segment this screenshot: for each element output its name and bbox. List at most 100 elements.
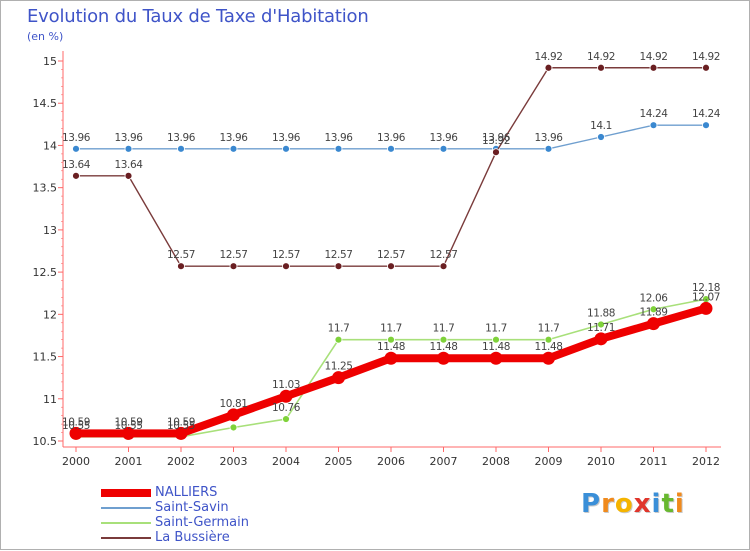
data-point-nalliers (227, 408, 240, 422)
data-point-nalliers (437, 351, 450, 365)
data-label-nalliers: 10.59 (114, 416, 142, 428)
data-point-nalliers (542, 351, 555, 365)
proxiti-logo: Proxiti (581, 489, 685, 519)
logo-letter: i (651, 489, 662, 519)
y-tick-label: 11 (43, 393, 57, 406)
data-label-la-bussi-re: 14.92 (587, 51, 615, 63)
data-point-saint-germain (649, 305, 658, 314)
legend-item-saint-savin: Saint-Savin (101, 500, 321, 515)
data-point-la-bussi-re (544, 63, 553, 72)
data-label-nalliers: 11.25 (324, 361, 352, 373)
data-label-saint-germain: 11.88 (587, 307, 615, 319)
data-label-saint-savin: 13.96 (429, 132, 458, 144)
data-label-nalliers: 10.59 (167, 416, 195, 428)
y-tick-label: 14 (43, 139, 57, 152)
y-tick-label: 13 (43, 224, 57, 237)
x-tick-label: 2007 (430, 455, 458, 468)
data-label-saint-germain: 11.7 (538, 323, 560, 335)
legend-item-la-bussiere: La Bussière (101, 530, 321, 545)
data-label-saint-germain: 11.7 (328, 323, 350, 335)
data-label-saint-germain: 12.18 (692, 282, 720, 294)
data-label-saint-savin: 13.96 (62, 132, 91, 144)
data-label-nalliers: 11.48 (429, 341, 457, 353)
data-point-saint-savin (702, 121, 710, 130)
data-label-saint-savin: 13.96 (482, 132, 511, 144)
legend-label-nalliers: NALLIERS (155, 485, 218, 500)
data-label-saint-savin: 13.96 (534, 132, 563, 144)
y-tick-label: 12 (43, 308, 57, 321)
data-label-la-bussi-re: 13.92 (482, 135, 510, 147)
data-point-la-bussi-re (177, 262, 185, 271)
data-label-nalliers: 11.48 (534, 341, 562, 353)
data-point-la-bussi-re (124, 171, 133, 180)
legend-item-nalliers: NALLIERS (101, 485, 321, 500)
data-label-la-bussi-re: 12.57 (377, 249, 405, 261)
data-point-saint-germain (492, 335, 500, 344)
logo-letter: i (674, 489, 685, 519)
data-label-saint-savin: 13.96 (219, 132, 248, 144)
data-point-nalliers (594, 332, 608, 346)
data-point-nalliers (279, 389, 293, 403)
logo-letter: o (614, 489, 634, 519)
x-tick-label: 2002 (167, 455, 195, 468)
x-tick-label: 2010 (587, 455, 615, 468)
y-tick-label: 14.5 (33, 97, 58, 110)
data-label-nalliers: 11.48 (482, 341, 510, 353)
data-point-nalliers (332, 371, 345, 385)
data-label-la-bussi-re: 12.57 (272, 249, 300, 261)
data-point-la-bussi-re (282, 262, 290, 271)
legend-label-saint-germain: Saint-Germain (155, 515, 250, 530)
x-tick-label: 2000 (62, 455, 90, 468)
data-label-saint-germain: 11.7 (485, 323, 507, 335)
x-tick-label: 2009 (535, 455, 563, 468)
legend: NALLIERS Saint-Savin Saint-Germain La Bu… (101, 485, 321, 545)
data-point-saint-savin (597, 133, 605, 141)
data-point-la-bussi-re (649, 63, 658, 72)
logo-letter: r (601, 489, 615, 519)
data-label-la-bussi-re: 13.64 (114, 159, 143, 171)
data-label-saint-germain: 11.7 (433, 323, 455, 335)
legend-swatch-la-bussiere (101, 536, 151, 539)
data-point-saint-savin (387, 144, 395, 153)
data-point-nalliers (174, 426, 188, 440)
data-label-saint-germain: 10.55 (167, 420, 195, 432)
data-point-saint-germain (597, 320, 605, 329)
data-point-la-bussi-re (229, 262, 238, 271)
data-label-saint-germain: 10.76 (272, 402, 301, 414)
data-label-nalliers: 10.81 (219, 398, 247, 410)
data-point-nalliers (699, 301, 713, 315)
data-point-saint-germain (334, 335, 343, 344)
data-point-saint-germain (282, 415, 290, 423)
data-point-la-bussi-re (439, 262, 448, 271)
x-tick-label: 2006 (377, 455, 405, 468)
x-tick-label: 2012 (692, 455, 720, 468)
data-point-la-bussi-re (597, 63, 605, 72)
data-point-saint-germain (544, 335, 553, 344)
data-point-saint-savin (282, 144, 290, 153)
data-label-nalliers: 11.71 (587, 322, 615, 334)
legend-swatch-nalliers (101, 488, 151, 497)
data-point-saint-savin (72, 144, 80, 153)
data-label-saint-savin: 13.96 (272, 132, 301, 144)
data-point-nalliers (489, 351, 503, 365)
data-point-la-bussi-re (72, 171, 80, 180)
data-label-saint-savin: 13.96 (167, 132, 196, 144)
data-point-la-bussi-re (702, 63, 710, 72)
data-label-saint-savin: 14.24 (692, 108, 721, 120)
data-point-saint-savin (334, 144, 343, 153)
data-point-nalliers (122, 426, 135, 440)
data-label-saint-savin: 13.96 (324, 132, 353, 144)
y-tick-label: 11.5 (33, 351, 58, 364)
logo-letter: t (661, 489, 675, 519)
data-point-la-bussi-re (334, 262, 343, 271)
y-tick-label: 12.5 (33, 266, 58, 279)
data-point-saint-savin (177, 144, 185, 153)
data-point-saint-savin (544, 144, 553, 153)
data-label-saint-savin: 14.24 (639, 108, 668, 120)
data-label-saint-savin: 14.1 (590, 120, 612, 132)
data-point-nalliers (69, 426, 83, 440)
logo-letter: x (633, 489, 652, 519)
y-tick-label: 15 (43, 55, 57, 68)
